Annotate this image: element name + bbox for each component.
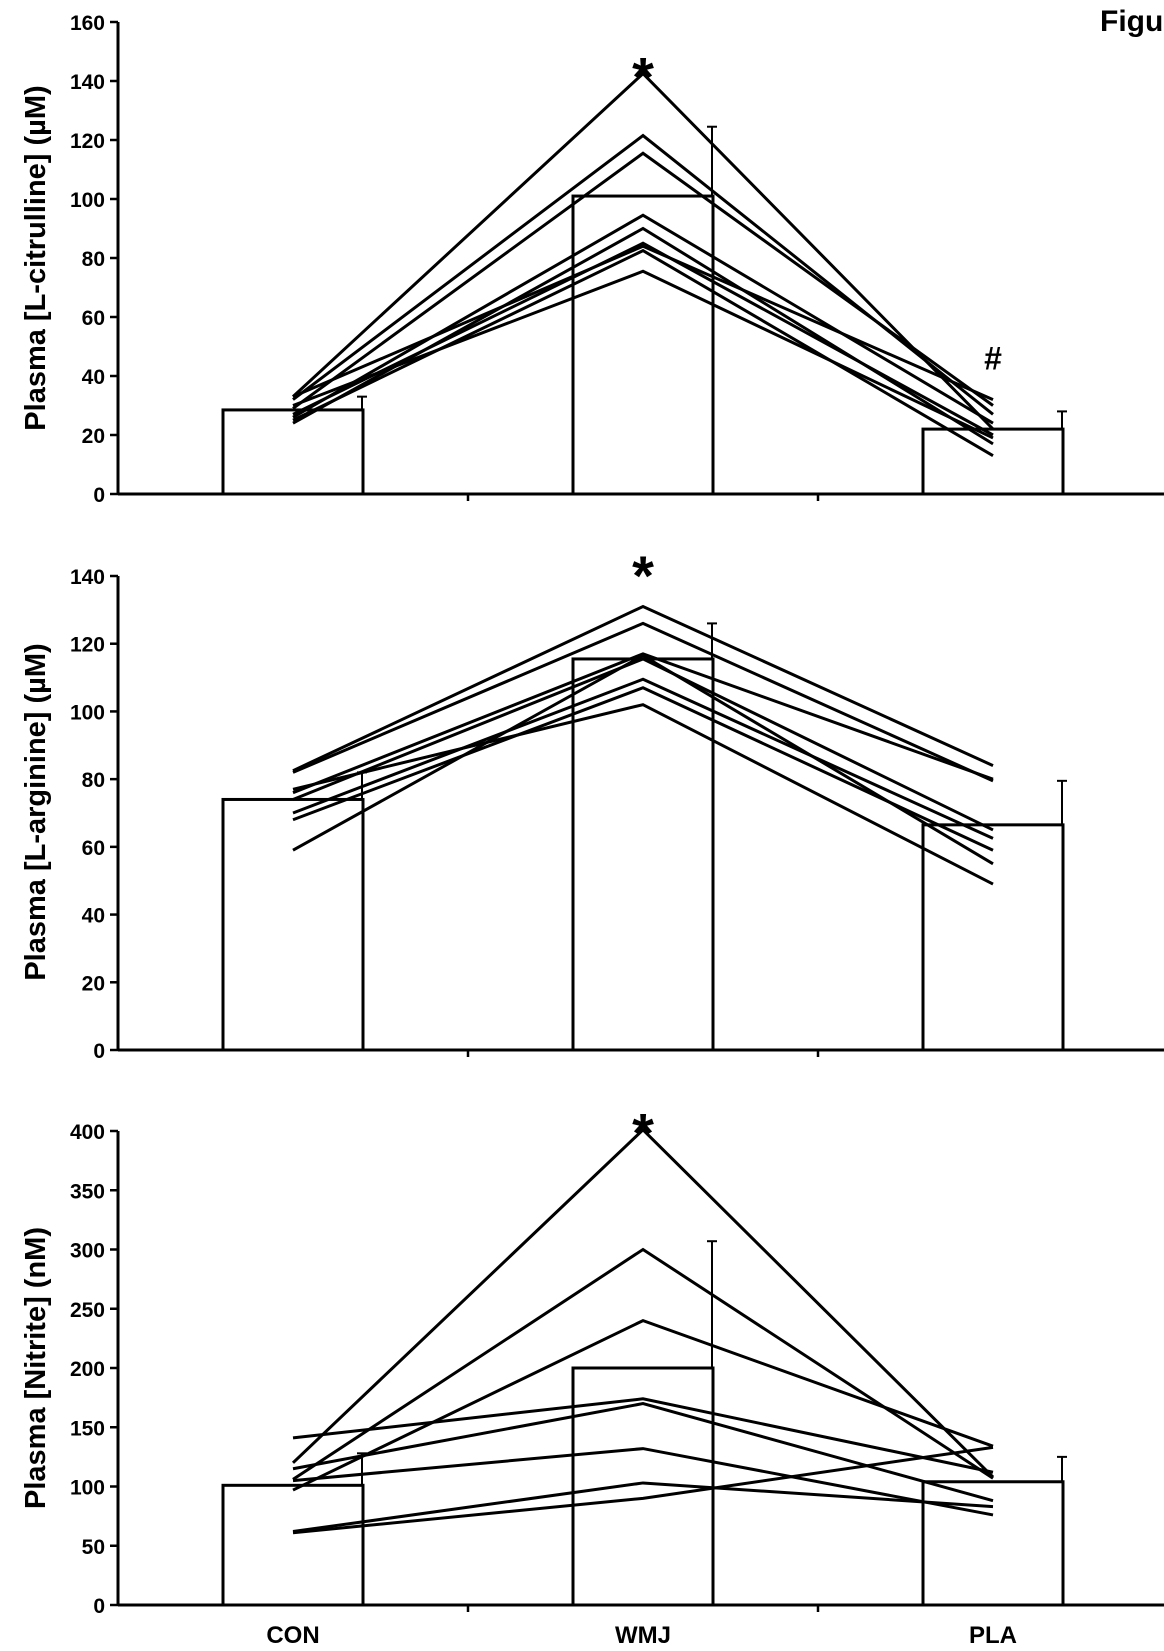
subject-line-3 bbox=[292, 1318, 994, 1492]
subject-line-7 bbox=[292, 1481, 994, 1534]
x-category-label: WMJ bbox=[615, 1622, 671, 1649]
subject-line-8 bbox=[292, 703, 994, 886]
y-tick-label: 140 bbox=[70, 566, 105, 589]
y-tick-label: 40 bbox=[82, 905, 105, 928]
y-tick-label: 100 bbox=[70, 189, 105, 212]
y-axis-title: Plasma [L-arginine] (µM) bbox=[20, 643, 52, 980]
y-tick-label: 300 bbox=[70, 1240, 105, 1263]
significance-hash: # bbox=[984, 340, 1002, 376]
y-tick-label: 60 bbox=[82, 307, 105, 330]
subject-line-2 bbox=[292, 1247, 994, 1481]
subject-line-6 bbox=[292, 241, 994, 437]
y-tick-label: 350 bbox=[70, 1180, 105, 1203]
subject-line-1 bbox=[291, 71, 995, 431]
subject-line-1 bbox=[292, 604, 994, 773]
y-tick-label: 140 bbox=[70, 71, 105, 94]
y-tick-label: 60 bbox=[82, 837, 105, 860]
y-tick-label: 50 bbox=[82, 1536, 105, 1559]
y-tick-label: 100 bbox=[70, 1477, 105, 1500]
subject-line-5 bbox=[292, 677, 994, 840]
y-tick-label: 120 bbox=[70, 130, 105, 153]
significance-asterisk: * bbox=[632, 45, 654, 108]
y-tick-label: 80 bbox=[82, 769, 105, 792]
y-tick-label: 40 bbox=[82, 366, 105, 389]
y-tick-label: 120 bbox=[70, 634, 105, 657]
arginine-panel: 0 20 40 60 80 100 120 140 Plasma [L-arginine] (µ… bbox=[20, 544, 1164, 1063]
y-tick-label: 0 bbox=[93, 1595, 105, 1618]
y-tick-label: 150 bbox=[70, 1417, 105, 1440]
bar-pla bbox=[921, 427, 1065, 496]
y-tick-label: 250 bbox=[70, 1299, 105, 1322]
subject-line-8 bbox=[292, 269, 994, 440]
subject-line-8 bbox=[292, 1445, 994, 1535]
x-category-label: CON bbox=[266, 1622, 319, 1649]
subject-line-3 bbox=[292, 151, 994, 410]
subject-line-4 bbox=[292, 657, 994, 832]
subject-line-4 bbox=[292, 213, 994, 425]
bar-con bbox=[221, 797, 365, 1052]
subject-line-1 bbox=[291, 1127, 995, 1479]
x-category-label: PLA bbox=[969, 1622, 1017, 1649]
subject-line-6 bbox=[292, 1447, 994, 1517]
subject-line-4 bbox=[292, 1397, 994, 1474]
subject-line-7 bbox=[292, 248, 994, 457]
y-axis-title: Plasma [Nitrite] (nM) bbox=[20, 1227, 52, 1509]
y-axis-title: Plasma [L-citrulline] (µM) bbox=[20, 85, 52, 430]
subject-line-5 bbox=[292, 1402, 994, 1503]
figure-label: Figu bbox=[1100, 5, 1163, 38]
y-tick-label: 400 bbox=[70, 1121, 105, 1144]
subject-line-2 bbox=[292, 621, 994, 783]
significance-asterisk: * bbox=[632, 544, 654, 607]
bar-wmj bbox=[571, 194, 715, 496]
bar-con bbox=[221, 408, 365, 496]
bar-con bbox=[221, 1483, 365, 1607]
y-tick-label: 160 bbox=[70, 12, 105, 35]
subject-line-9 bbox=[292, 244, 994, 401]
subject-line-7 bbox=[292, 653, 994, 866]
y-tick-label: 0 bbox=[93, 1040, 105, 1063]
y-tick-label: 200 bbox=[70, 1358, 105, 1381]
y-tick-label: 80 bbox=[82, 248, 105, 271]
y-tick-label: 100 bbox=[70, 701, 105, 724]
significance-asterisk: * bbox=[632, 1102, 654, 1165]
nitrite-panel: 0 50 100 150 200 250 300 350 400 Plasma [Nitrite]… bbox=[20, 1102, 1164, 1649]
citrulline-panel: 0 20 40 60 80 100 120 140 160 Plasma [L-citrullin… bbox=[20, 12, 1164, 507]
y-tick-label: 20 bbox=[82, 972, 105, 995]
y-tick-label: 20 bbox=[82, 425, 105, 448]
y-tick-label: 0 bbox=[93, 484, 105, 507]
